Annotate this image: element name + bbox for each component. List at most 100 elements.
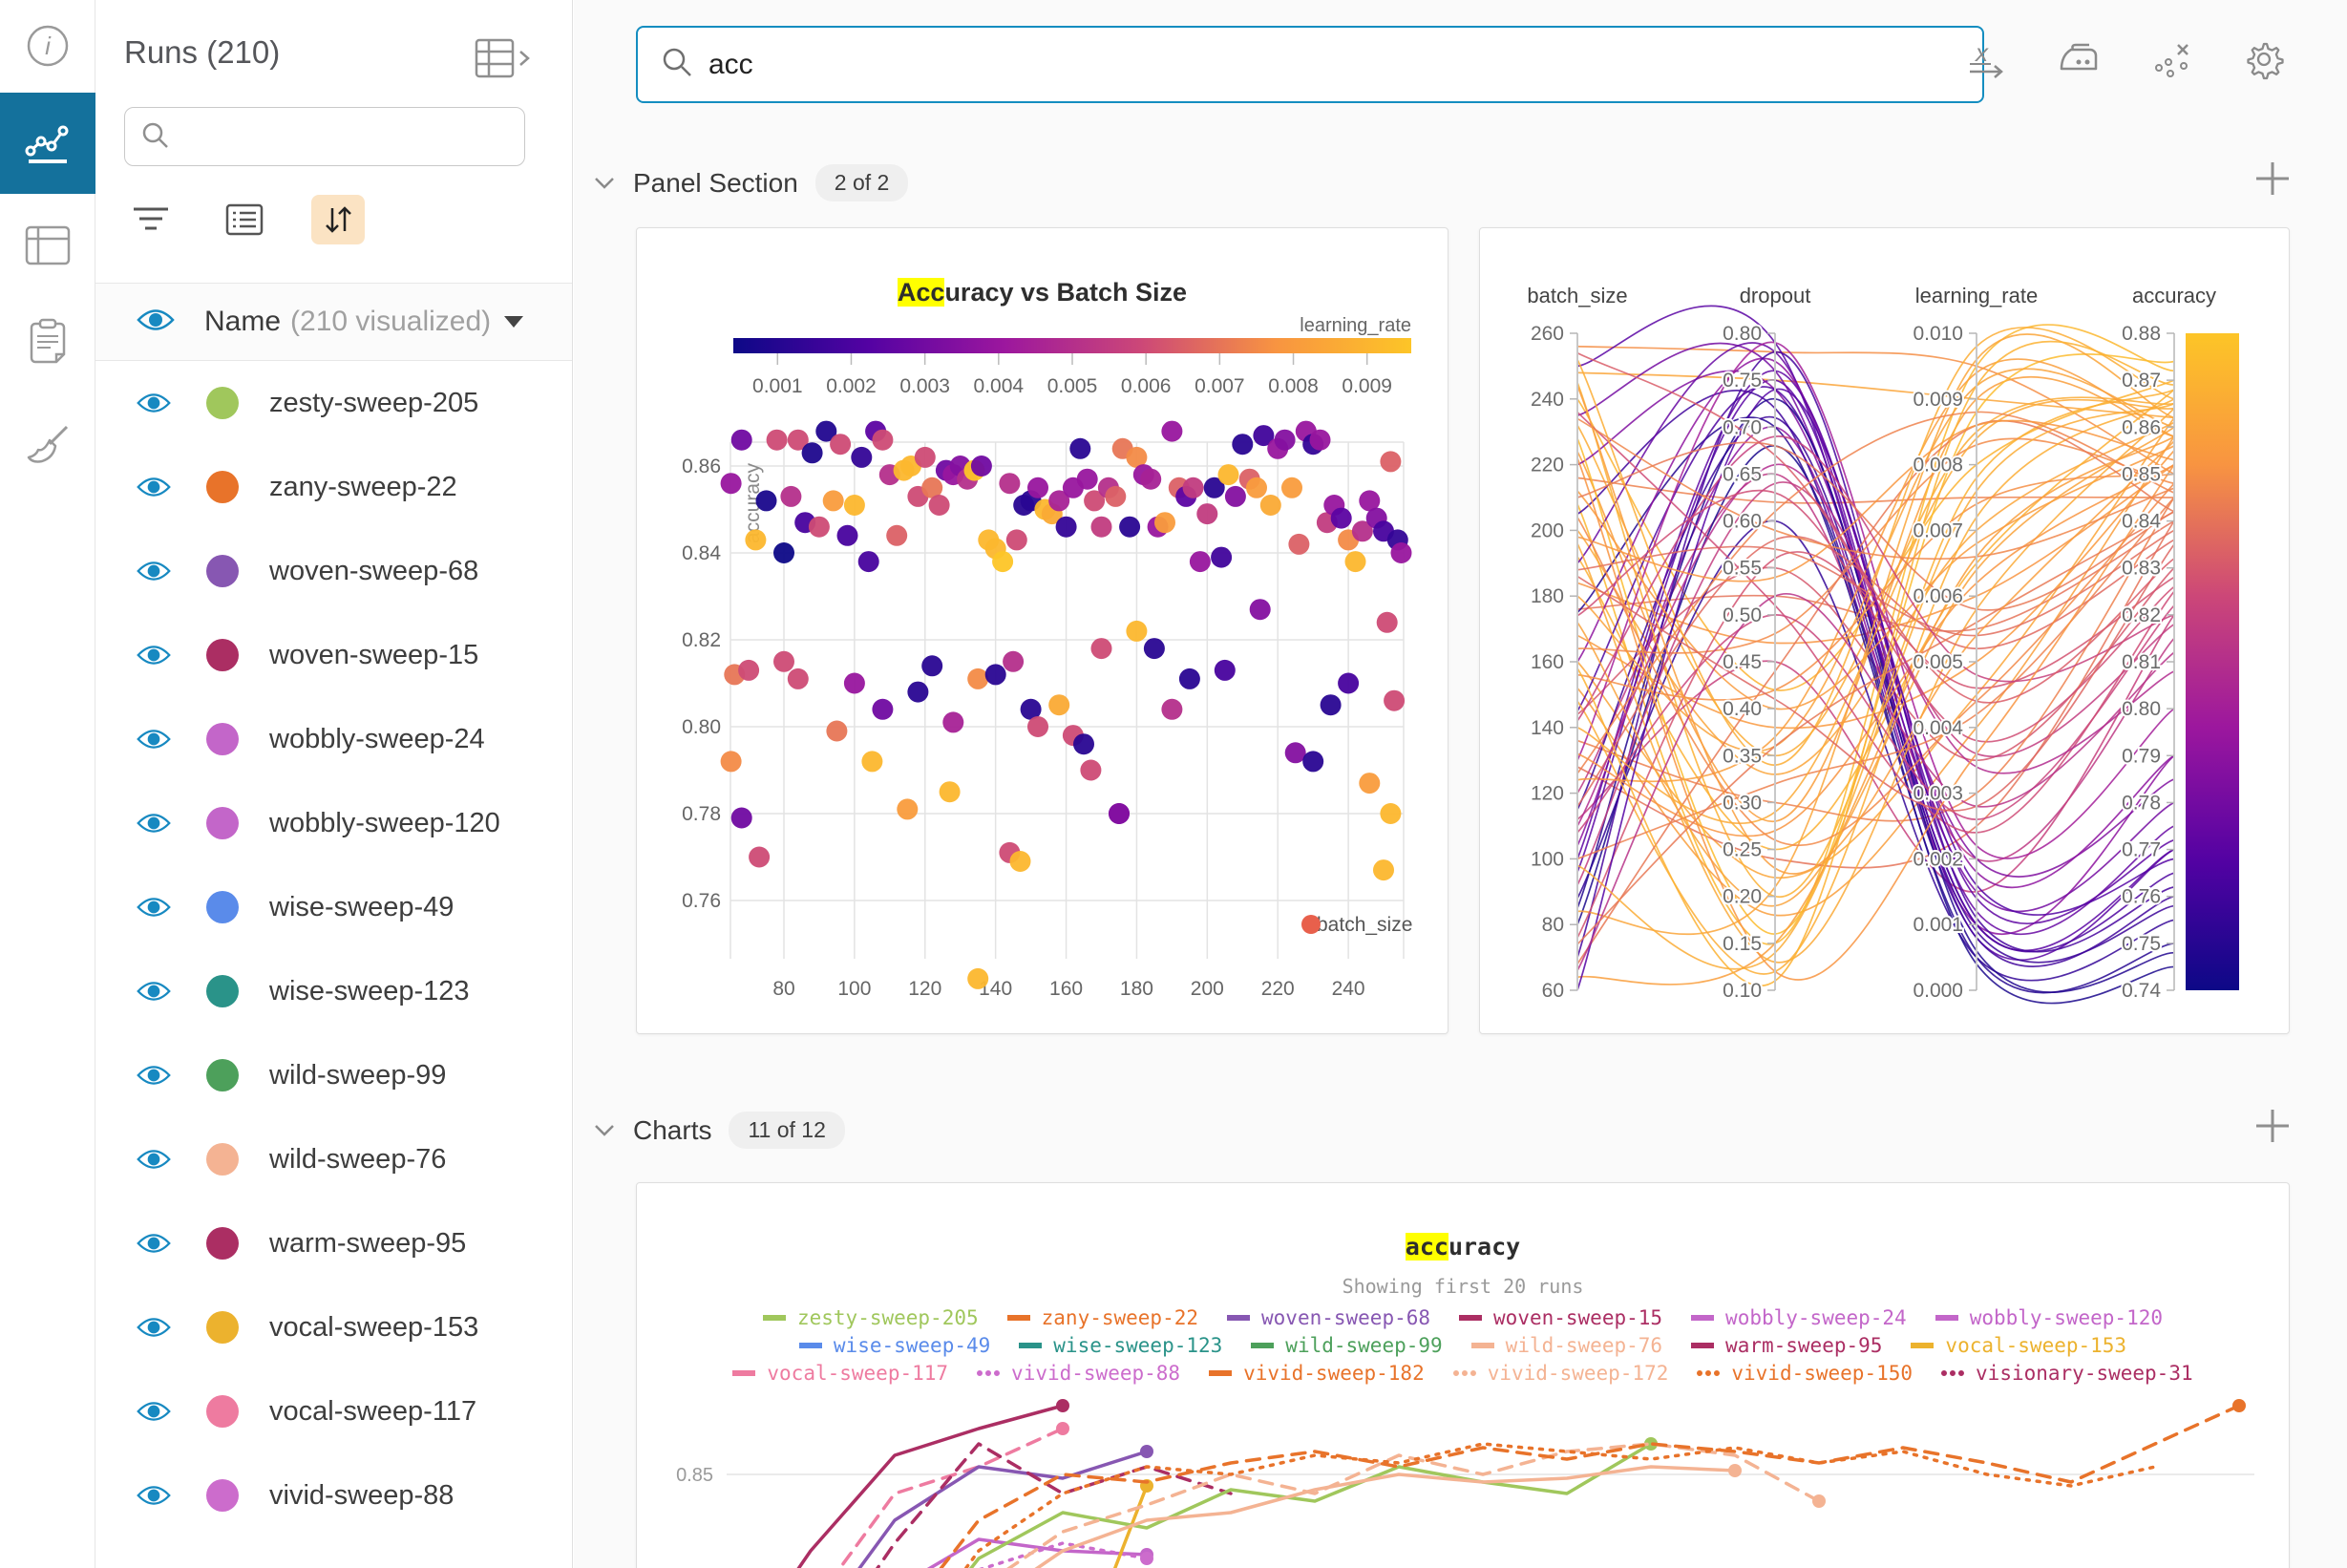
run-name[interactable]: warm-sweep-95: [269, 1227, 467, 1259]
svg-text:0.65: 0.65: [1723, 463, 1762, 485]
eye-icon[interactable]: [136, 1230, 172, 1257]
legend-item[interactable]: wild-sweep-76: [1470, 1334, 1662, 1357]
run-row[interactable]: wild-sweep-99: [95, 1033, 572, 1117]
accuracy-chart-card[interactable]: accuracy Showing first 20 runs zesty-swe…: [636, 1182, 2290, 1568]
eye-icon[interactable]: [136, 306, 176, 339]
run-row[interactable]: wild-sweep-76: [95, 1117, 572, 1201]
eye-icon[interactable]: [136, 1062, 172, 1089]
legend-item[interactable]: vivid-sweep-150: [1697, 1362, 1913, 1385]
legend-line-sample: [1251, 1342, 1275, 1348]
scatter-panel-card[interactable]: Accuracy vs Batch Size learning_rate 0.00…: [636, 227, 1448, 1034]
gear-icon[interactable]: [2243, 38, 2285, 85]
runs-name-header[interactable]: Name (210 visualized): [95, 283, 572, 361]
run-name[interactable]: zany-sweep-22: [269, 471, 457, 502]
run-row[interactable]: vocal-sweep-117: [95, 1369, 572, 1453]
legend-item[interactable]: vivid-sweep-182: [1209, 1362, 1425, 1385]
run-name[interactable]: wobbly-sweep-120: [269, 807, 500, 838]
eye-icon[interactable]: [136, 1398, 172, 1425]
runs-search-input[interactable]: [180, 121, 505, 152]
legend-item[interactable]: wobbly-sweep-24: [1691, 1306, 1907, 1329]
run-name[interactable]: vivid-sweep-88: [269, 1479, 455, 1511]
run-name[interactable]: woven-sweep-15: [269, 639, 479, 670]
panel-search-input[interactable]: [708, 48, 1854, 81]
run-row[interactable]: vivid-sweep-88: [95, 1453, 572, 1537]
run-name[interactable]: zesty-sweep-205: [269, 387, 479, 418]
run-row[interactable]: wise-sweep-123: [95, 949, 572, 1033]
run-row[interactable]: woven-sweep-15: [95, 613, 572, 697]
table-icon[interactable]: [0, 211, 95, 280]
eye-icon[interactable]: [136, 390, 172, 416]
line-chart-icon[interactable]: [0, 93, 95, 194]
svg-text:0.009: 0.009: [1913, 389, 1963, 411]
legend-item[interactable]: wobbly-sweep-120: [1935, 1306, 2163, 1329]
svg-text:0.30: 0.30: [1723, 792, 1762, 814]
svg-text:0.000: 0.000: [1913, 980, 1963, 1002]
section-title[interactable]: Charts: [633, 1114, 712, 1145]
run-row[interactable]: zany-sweep-22: [95, 445, 572, 529]
outliers-icon[interactable]: [2151, 39, 2193, 84]
run-row[interactable]: vocal-sweep-153: [95, 1285, 572, 1369]
eye-icon[interactable]: [136, 558, 172, 584]
add-chart-icon[interactable]: [2251, 1104, 2294, 1153]
legend-item[interactable]: wild-sweep-99: [1251, 1334, 1443, 1357]
eye-icon[interactable]: [136, 474, 172, 500]
chevron-down-icon[interactable]: [593, 1123, 616, 1138]
run-name[interactable]: wobbly-sweep-24: [269, 723, 485, 754]
run-name[interactable]: wild-sweep-76: [269, 1143, 447, 1175]
legend-item[interactable]: warm-sweep-95: [1691, 1334, 1882, 1357]
eye-icon[interactable]: [136, 810, 172, 837]
run-name[interactable]: vocal-sweep-153: [269, 1311, 479, 1343]
add-panel-icon[interactable]: [2251, 157, 2294, 205]
eye-icon[interactable]: [136, 726, 172, 752]
legend-item[interactable]: vivid-sweep-88: [977, 1362, 1180, 1385]
chevron-down-icon[interactable]: [504, 316, 524, 328]
broom-icon[interactable]: [0, 412, 95, 480]
section-title[interactable]: Panel Section: [633, 167, 798, 198]
run-color-dot: [206, 975, 239, 1007]
svg-text:0.006: 0.006: [1121, 375, 1172, 397]
run-row[interactable]: woven-sweep-68: [95, 529, 572, 613]
legend-item[interactable]: zany-sweep-22: [1006, 1306, 1198, 1329]
run-name[interactable]: wild-sweep-99: [269, 1059, 447, 1091]
run-row[interactable]: wise-sweep-49: [95, 865, 572, 949]
filter-icon[interactable]: [124, 195, 178, 244]
run-row[interactable]: warm-sweep-95: [95, 1201, 572, 1285]
parallel-coordinates-plot[interactable]: batch_size 260 240 220 200 180 160 140 120 100 80 6…: [1480, 228, 2290, 1034]
iron-icon[interactable]: [2058, 40, 2102, 83]
run-row[interactable]: zesty-sweep-205: [95, 361, 572, 445]
svg-text:0.74: 0.74: [2122, 980, 2161, 1002]
eye-icon[interactable]: [136, 642, 172, 668]
parallel-coordinates-card[interactable]: batch_size 260 240 220 200 180 160 140 120 100 80 6…: [1479, 227, 2290, 1034]
search-icon: [140, 120, 169, 154]
legend-item[interactable]: visionary-sweep-31: [1941, 1362, 2193, 1385]
legend-item[interactable]: woven-sweep-15: [1459, 1306, 1662, 1329]
legend-item[interactable]: woven-sweep-68: [1227, 1306, 1430, 1329]
scatter-plot[interactable]: learning_rate 0.001 0.002 0.003 0.004 0.005 0.…: [637, 228, 1448, 1034]
eye-icon[interactable]: [136, 1146, 172, 1173]
legend-item[interactable]: vocal-sweep-117: [732, 1362, 948, 1385]
chevron-down-icon[interactable]: [593, 176, 616, 191]
list-icon[interactable]: [218, 195, 271, 244]
clipboard-icon[interactable]: [0, 307, 95, 375]
run-row[interactable]: wobbly-sweep-120: [95, 781, 572, 865]
info-icon[interactable]: i: [0, 11, 95, 80]
run-row[interactable]: wobbly-sweep-24: [95, 697, 572, 781]
run-name[interactable]: vocal-sweep-117: [269, 1395, 477, 1427]
run-name[interactable]: woven-sweep-68: [269, 555, 479, 586]
legend-item[interactable]: wise-sweep-123: [1019, 1334, 1222, 1357]
legend-item[interactable]: vivid-sweep-172: [1452, 1362, 1668, 1385]
accuracy-line-plot[interactable]: 0.85: [637, 1390, 2290, 1568]
eye-icon[interactable]: [136, 894, 172, 921]
legend-item[interactable]: vocal-sweep-153: [1911, 1334, 2126, 1357]
legend-item[interactable]: zesty-sweep-205: [762, 1306, 979, 1329]
x-axis-icon[interactable]: x: [1966, 38, 2008, 83]
run-name[interactable]: wise-sweep-49: [269, 891, 455, 922]
eye-icon[interactable]: [136, 978, 172, 1005]
legend-item[interactable]: wise-sweep-49: [798, 1334, 990, 1357]
eye-icon[interactable]: [136, 1314, 172, 1341]
svg-text:0.82: 0.82: [2122, 604, 2161, 626]
run-name[interactable]: wise-sweep-123: [269, 975, 470, 1006]
sort-icon[interactable]: [311, 195, 365, 244]
eye-icon[interactable]: [136, 1482, 172, 1509]
runs-table-expand-button[interactable]: [475, 38, 532, 85]
